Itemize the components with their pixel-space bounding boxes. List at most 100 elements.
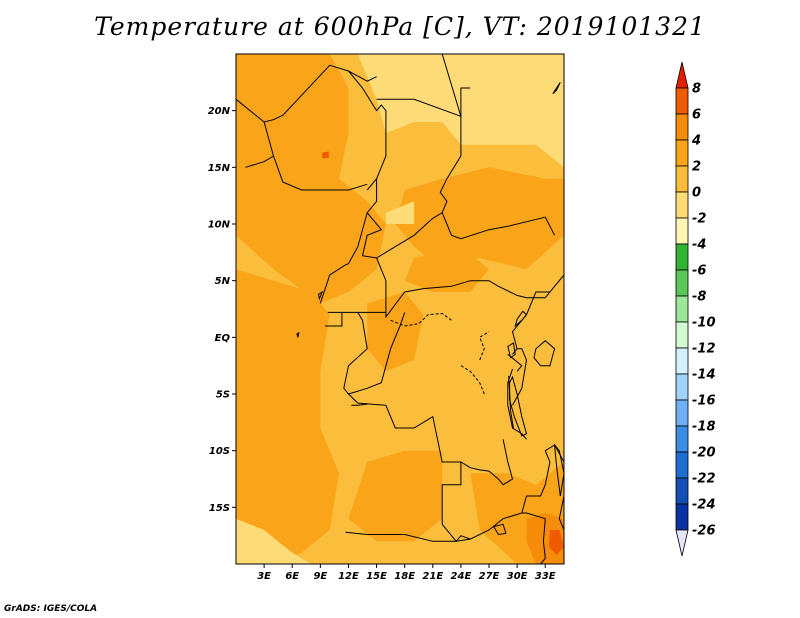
- colorbar-swatch: [675, 217, 689, 245]
- colorbar-swatch: [675, 347, 689, 375]
- y-tick-label: 20N: [208, 106, 231, 117]
- lake-outline: [533, 340, 556, 367]
- colorbar-swatch: [675, 373, 689, 401]
- colorbar-swatch: [675, 269, 689, 297]
- lake-outline: [509, 375, 528, 437]
- border-line: [511, 291, 550, 355]
- colorbar-label: 2: [692, 160, 701, 175]
- colorbar-label: -4: [692, 238, 706, 253]
- field-region: [404, 246, 489, 292]
- colorbar-label: -20: [692, 446, 716, 461]
- border-line: [319, 212, 368, 304]
- border-line: [348, 70, 387, 191]
- colorbar-swatch: [675, 191, 689, 219]
- border-line: [442, 439, 514, 486]
- border-line: [273, 155, 368, 191]
- colorbar-label: -12: [692, 342, 716, 357]
- border-line: [376, 257, 546, 319]
- colorbar-swatch: [675, 243, 689, 271]
- field-region: [236, 518, 311, 564]
- colorbar-label: -8: [692, 290, 706, 305]
- colorbar-label: -18: [692, 420, 716, 435]
- river-line: [479, 331, 490, 361]
- colorbar-swatch: [675, 87, 689, 115]
- lake-outline: [296, 331, 300, 338]
- colorbar-top-arrow: [675, 61, 689, 89]
- river-line: [390, 312, 452, 327]
- lake-outline: [507, 342, 516, 359]
- x-tick-label: 33E: [535, 571, 556, 582]
- y-tick-label: 10N: [208, 220, 231, 231]
- x-tick-label: 9E: [313, 571, 327, 582]
- field-region: [236, 54, 386, 304]
- x-tick-label: 24E: [451, 571, 472, 582]
- x-tick-label: 18E: [394, 571, 415, 582]
- colorbar-swatch: [675, 321, 689, 349]
- colorbar-bottom-arrow: [675, 529, 689, 557]
- colorbar-label: 0: [692, 186, 701, 201]
- border-line: [236, 64, 377, 123]
- field-region: [395, 167, 564, 270]
- field-region: [236, 269, 340, 564]
- river-line: [460, 365, 485, 395]
- x-tick-label: 30E: [507, 571, 528, 582]
- colorbar-label: 6: [692, 108, 701, 123]
- chart-title: Temperature at 600hPa [C], VT: 201910132…: [94, 12, 706, 41]
- x-tick-label: 6E: [285, 571, 299, 582]
- border-line: [521, 444, 555, 514]
- colorbar-swatch: [675, 165, 689, 193]
- colorbar-label: -10: [692, 316, 716, 331]
- colorbar-swatch: [675, 399, 689, 427]
- x-tick-label: 12E: [338, 571, 359, 582]
- lake-outline: [553, 443, 564, 497]
- field-region: [348, 450, 443, 542]
- field-region: [385, 201, 415, 224]
- field-region: [322, 151, 329, 159]
- y-tick-label: 5S: [216, 390, 230, 401]
- x-axis-ticks: 3E 6E 9E 12E 15E 18E 21E 24E 27E 30E 33E: [257, 564, 556, 582]
- colorbar-swatch: [675, 113, 689, 141]
- border-line: [361, 178, 443, 259]
- colorbar-label: -6: [692, 264, 706, 279]
- colorbar-label: 4: [691, 134, 701, 149]
- colorbar-label: -24: [692, 498, 716, 513]
- border-line: [512, 348, 528, 406]
- x-tick-label: 15E: [366, 571, 387, 582]
- border-line: [351, 403, 368, 406]
- colorbar-label: -16: [692, 394, 716, 409]
- colorbar-swatch: [675, 425, 689, 453]
- y-tick-label: 10S: [209, 446, 230, 457]
- border-line: [345, 512, 527, 542]
- border-line: [343, 312, 406, 395]
- colorbar-label: -26: [692, 524, 716, 539]
- y-tick-label: 15N: [208, 163, 231, 174]
- border-line: [526, 512, 546, 564]
- colorbar-swatch: [675, 503, 689, 531]
- lake-outline: [317, 290, 324, 301]
- field-region: [549, 530, 564, 555]
- y-axis-ticks: 20N 15N 10N 5N EQ 5S 10S 15S: [208, 106, 236, 514]
- country-borders: [236, 54, 564, 564]
- grads-credit: GrADS: IGES/COLA: [4, 604, 98, 614]
- border-line: [245, 121, 275, 168]
- border-line: [544, 274, 564, 299]
- field-region: [367, 292, 424, 372]
- map-frame: [235, 53, 565, 565]
- y-tick-label: EQ: [215, 333, 231, 344]
- border-line: [325, 312, 343, 327]
- x-tick-label: 3E: [257, 571, 271, 582]
- x-tick-label: 27E: [479, 571, 500, 582]
- colorbar-swatch: [675, 295, 689, 323]
- colorbar: 8 6 4 2 0 -2 -4 -6 -8 -10 -12 -14 -16 -18 -20 -22 -24 -26: [675, 61, 716, 557]
- colorbar-label: -2: [692, 212, 706, 227]
- y-tick-label: 5N: [215, 276, 231, 287]
- y-tick-label: 15S: [209, 503, 230, 514]
- colorbar-swatch: [675, 477, 689, 505]
- temperature-field: [236, 54, 564, 564]
- colorbar-swatch: [675, 451, 689, 479]
- colorbar-label: 8: [692, 82, 701, 97]
- colorbar-swatch: [675, 139, 689, 167]
- lake-outline: [514, 310, 528, 328]
- lake-outline: [552, 82, 561, 95]
